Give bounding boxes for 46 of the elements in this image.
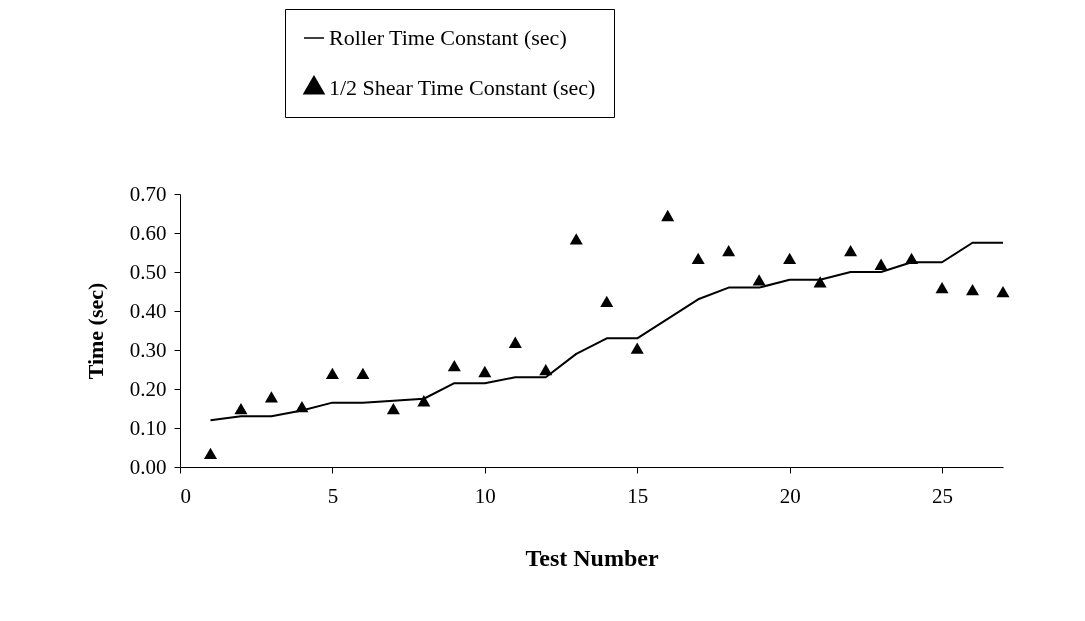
y-tick-label: 0.20	[129, 376, 167, 401]
x-tick-label: 15	[627, 483, 649, 508]
point	[264, 391, 278, 403]
point	[813, 276, 827, 288]
point	[783, 252, 797, 265]
point	[874, 258, 888, 270]
y-tick-label: 0.70	[129, 181, 167, 206]
y-tick-label: 0.40	[129, 298, 167, 323]
point	[935, 282, 949, 294]
point	[386, 402, 400, 415]
point	[478, 365, 492, 378]
point	[447, 360, 461, 372]
y-tick-label: 0.60	[129, 220, 167, 245]
y-tick-label: 0.00	[129, 454, 167, 479]
point	[691, 252, 705, 265]
x-tick-label: 10	[474, 483, 496, 508]
point	[203, 447, 217, 460]
point	[966, 283, 980, 296]
y-tick-label: 0.10	[129, 415, 167, 440]
point	[905, 252, 919, 265]
x-tick-label: 0	[180, 483, 191, 508]
y-tick-label: 0.30	[129, 337, 167, 362]
legend-label: 1/2 Shear Time Constant (sec)	[329, 75, 596, 100]
x-tick-label: 5	[327, 483, 339, 508]
y-axis-title: Time (sec)	[82, 282, 108, 380]
point	[356, 367, 370, 380]
point	[569, 233, 583, 245]
y-tick-label: 0.50	[129, 259, 167, 284]
line-series	[209, 241, 1004, 422]
x-tick-label: 20	[779, 483, 801, 508]
x-axis-title: Test Number	[525, 544, 659, 571]
point	[234, 402, 248, 415]
point	[508, 336, 522, 348]
point	[600, 295, 614, 307]
x-tick-label: 25	[932, 483, 954, 508]
point	[417, 395, 431, 407]
point	[295, 400, 309, 413]
point	[539, 363, 553, 376]
point	[630, 342, 644, 354]
point	[661, 209, 675, 222]
point	[722, 244, 736, 257]
legend-label: Roller Time Constant (sec)	[329, 25, 567, 50]
point	[325, 367, 339, 380]
point	[844, 244, 858, 257]
point	[996, 285, 1010, 298]
point	[752, 274, 766, 286]
